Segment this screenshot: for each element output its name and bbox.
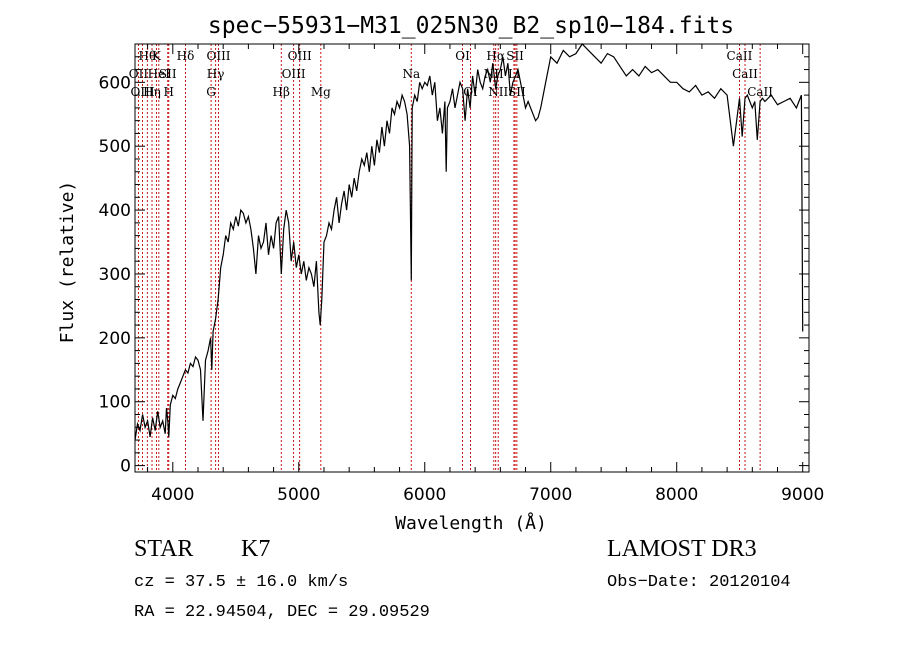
line-label-5: HeI <box>148 67 171 81</box>
line-label-7: H <box>164 85 174 99</box>
object-class: STAR <box>134 536 194 562</box>
y-tick-label-200: 200 <box>99 329 131 349</box>
x-tick-label-6000: 6000 <box>403 485 446 505</box>
observation-date: Obs−Date: 20120104 <box>607 573 791 592</box>
x-tick-label-5000: 5000 <box>277 485 320 505</box>
line-label-24: SII <box>508 85 526 99</box>
line-label-15: Mg <box>311 85 331 99</box>
y-tick-label-600: 600 <box>99 73 131 93</box>
line-label-8: Hδ <box>177 49 195 63</box>
x-tick-label-9000: 9000 <box>781 485 824 505</box>
line-label-20: NII <box>484 67 504 81</box>
flux-series-line <box>134 43 804 441</box>
line-label-16: Na <box>402 67 420 81</box>
emission-line-markers <box>137 44 761 472</box>
redshift-cz: cz = 37.5 ± 16.0 km/s <box>134 573 349 592</box>
line-label-0: Hθ <box>138 49 156 63</box>
object-subclass: K7 <box>241 536 271 562</box>
plot-frame <box>134 43 810 473</box>
y-axis-label: Flux (relative) <box>57 181 78 344</box>
survey-name: LAMOST DR3 <box>607 536 757 562</box>
line-label-12: Hβ <box>273 85 290 99</box>
x-tick-label-8000: 8000 <box>655 485 698 505</box>
line-label-27: CaII <box>747 85 773 99</box>
y-tick-label-0: 0 <box>120 457 131 477</box>
line-label-19: Hα <box>486 49 505 63</box>
y-tick-label-400: 400 <box>99 201 131 221</box>
line-label-3: Hη <box>143 85 161 99</box>
x-tick-label-4000: 4000 <box>151 485 194 505</box>
line-label-10: Hγ <box>207 67 225 81</box>
y-tick-label-500: 500 <box>99 137 131 157</box>
coordinates: RA = 22.94504, DEC = 29.09529 <box>134 603 430 622</box>
line-label-23: Li <box>508 67 520 81</box>
line-label-1: OII <box>129 67 149 81</box>
x-axis-label: Wavelength (Å) <box>395 512 547 534</box>
axis-ticks: 4000 5000 6000 7000 8000 9000 0 100 200 300 400 500… <box>99 44 824 505</box>
x-tick-label-7000: 7000 <box>529 485 572 505</box>
line-label-17: OI <box>455 49 470 63</box>
line-label-22: SII <box>506 49 524 63</box>
line-label-26: CaII <box>732 67 758 81</box>
line-label-25: CaII <box>727 49 753 63</box>
line-label-13: OIII <box>288 49 312 63</box>
line-label-4: K <box>152 49 162 63</box>
line-label-6: SII <box>159 67 177 81</box>
y-tick-label-100: 100 <box>99 393 131 413</box>
chart-title: spec−55931−M31_025N30_B2_sp10−184.fits <box>208 13 734 39</box>
line-label-21: NII <box>488 85 508 99</box>
line-label-9: OIII <box>206 49 230 63</box>
line-label-2: OIII <box>131 85 155 99</box>
line-label-11: G <box>206 85 216 99</box>
y-tick-label-300: 300 <box>99 265 131 285</box>
line-label-14: OIII <box>282 67 306 81</box>
line-label-18: OI <box>463 85 478 99</box>
